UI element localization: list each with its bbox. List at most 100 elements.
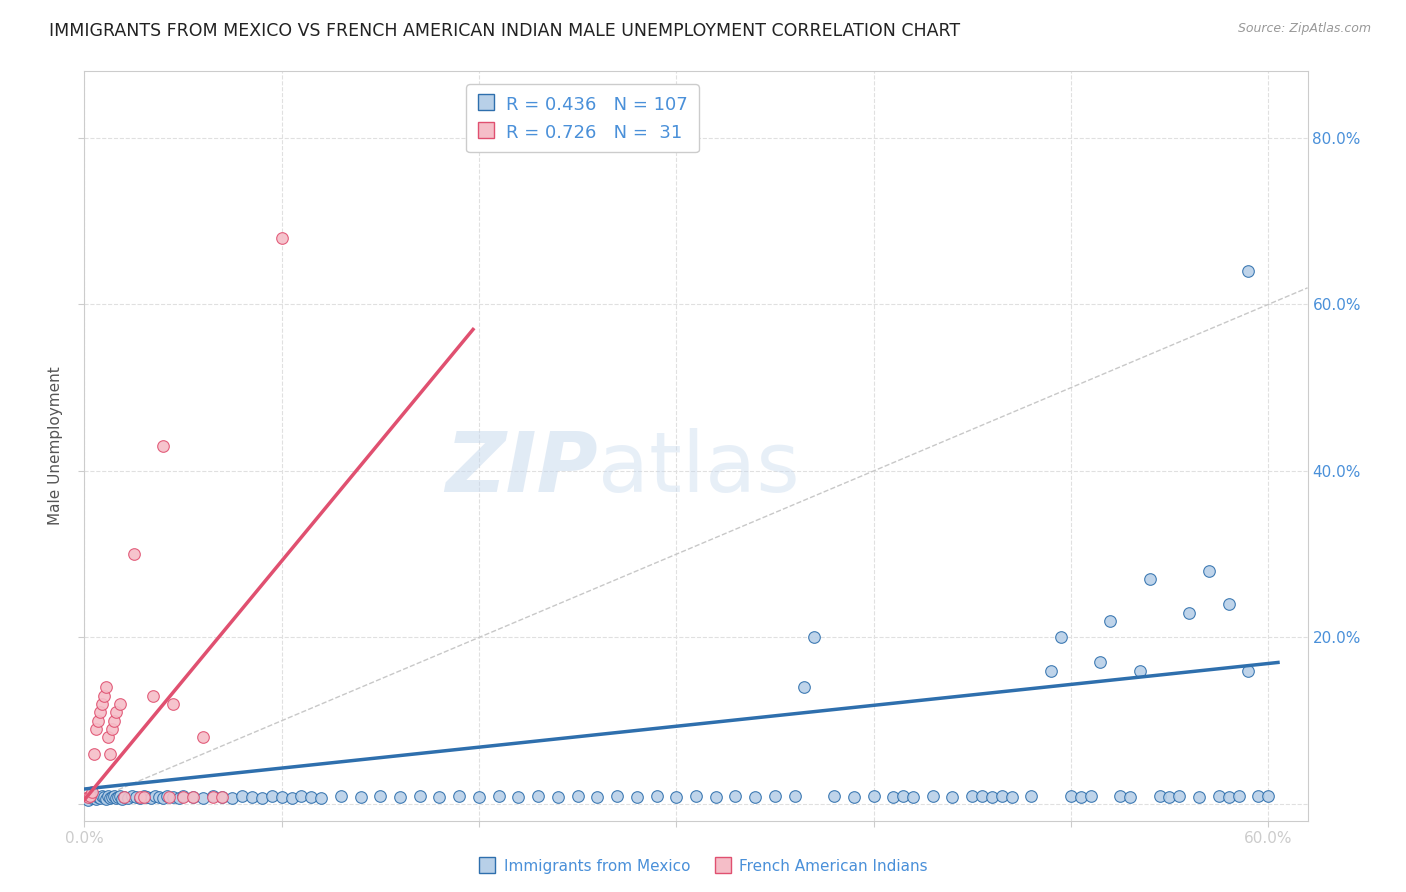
Point <box>329 789 352 804</box>
Point <box>744 790 766 805</box>
Point <box>1050 631 1073 645</box>
Point <box>270 231 292 245</box>
Point <box>97 789 120 804</box>
Point <box>211 790 233 805</box>
Point <box>191 731 214 745</box>
Point <box>89 706 111 720</box>
Point <box>156 789 179 804</box>
Point <box>1021 789 1043 804</box>
Legend: Immigrants from Mexico, French American Indians: Immigrants from Mexico, French American … <box>472 853 934 880</box>
Point <box>891 789 914 804</box>
Point <box>793 681 815 695</box>
Point <box>783 789 806 803</box>
Point <box>862 789 884 804</box>
Y-axis label: Male Unemployment: Male Unemployment <box>48 367 63 525</box>
Point <box>84 792 107 806</box>
Point <box>104 791 127 805</box>
Point <box>368 789 391 804</box>
Point <box>1218 597 1240 611</box>
Point <box>79 789 101 803</box>
Point <box>547 790 569 805</box>
Text: IMMIGRANTS FROM MEXICO VS FRENCH AMERICAN INDIAN MALE UNEMPLOYMENT CORRELATION C: IMMIGRANTS FROM MEXICO VS FRENCH AMERICA… <box>49 22 960 40</box>
Point <box>567 789 589 804</box>
Point <box>991 789 1014 804</box>
Point <box>842 790 865 805</box>
Point <box>157 790 180 805</box>
Legend: R = 0.436   N = 107, R = 0.726   N =  31: R = 0.436 N = 107, R = 0.726 N = 31 <box>467 84 699 153</box>
Point <box>108 697 131 711</box>
Point <box>104 706 127 720</box>
Point <box>1129 664 1152 678</box>
Point <box>103 789 125 803</box>
Point <box>121 789 143 804</box>
Point <box>250 791 273 805</box>
Point <box>1080 789 1102 804</box>
Point <box>409 789 432 804</box>
Point <box>201 789 224 804</box>
Point <box>152 791 174 805</box>
Point <box>181 790 204 805</box>
Point <box>299 790 322 805</box>
Point <box>960 789 983 803</box>
Point <box>1139 572 1161 586</box>
Point <box>970 789 993 804</box>
Point <box>1227 789 1250 804</box>
Point <box>685 789 707 804</box>
Point <box>1070 790 1092 805</box>
Point <box>108 789 131 804</box>
Point <box>665 790 688 805</box>
Point <box>221 791 243 805</box>
Point <box>606 789 628 804</box>
Point <box>162 790 184 805</box>
Point <box>148 790 170 805</box>
Point <box>349 790 371 805</box>
Point <box>941 790 963 805</box>
Point <box>704 790 727 805</box>
Point <box>527 789 550 804</box>
Point <box>1257 789 1279 804</box>
Point <box>1198 564 1220 578</box>
Point <box>1149 789 1171 804</box>
Point <box>1247 789 1270 804</box>
Point <box>83 747 105 761</box>
Point <box>1109 789 1132 804</box>
Point <box>626 790 648 805</box>
Text: atlas: atlas <box>598 428 800 509</box>
Point <box>132 789 155 804</box>
Point <box>260 789 283 804</box>
Point <box>211 790 233 805</box>
Point <box>111 792 134 806</box>
Point <box>1040 664 1063 678</box>
Point <box>586 790 609 805</box>
Point <box>124 790 146 805</box>
Point <box>98 747 121 761</box>
Point <box>101 722 124 736</box>
Point <box>1099 614 1122 628</box>
Point <box>1237 264 1260 278</box>
Point <box>93 790 115 805</box>
Point <box>98 791 121 805</box>
Point <box>172 789 194 804</box>
Point <box>980 790 1002 805</box>
Point <box>103 714 125 728</box>
Point <box>141 791 163 805</box>
Point <box>79 790 101 805</box>
Point <box>240 790 263 805</box>
Point <box>77 790 100 805</box>
Point <box>1001 790 1024 805</box>
Text: ZIP: ZIP <box>446 428 598 509</box>
Point <box>181 790 204 805</box>
Point <box>162 697 184 711</box>
Point <box>89 791 111 805</box>
Text: Source: ZipAtlas.com: Source: ZipAtlas.com <box>1237 22 1371 36</box>
Point <box>145 789 167 804</box>
Point <box>128 791 150 805</box>
Point <box>84 722 107 736</box>
Point <box>449 789 471 804</box>
Point <box>128 790 150 805</box>
Point <box>142 689 165 703</box>
Point <box>201 790 224 805</box>
Point <box>101 790 124 805</box>
Point <box>1090 656 1112 670</box>
Point <box>82 784 104 798</box>
